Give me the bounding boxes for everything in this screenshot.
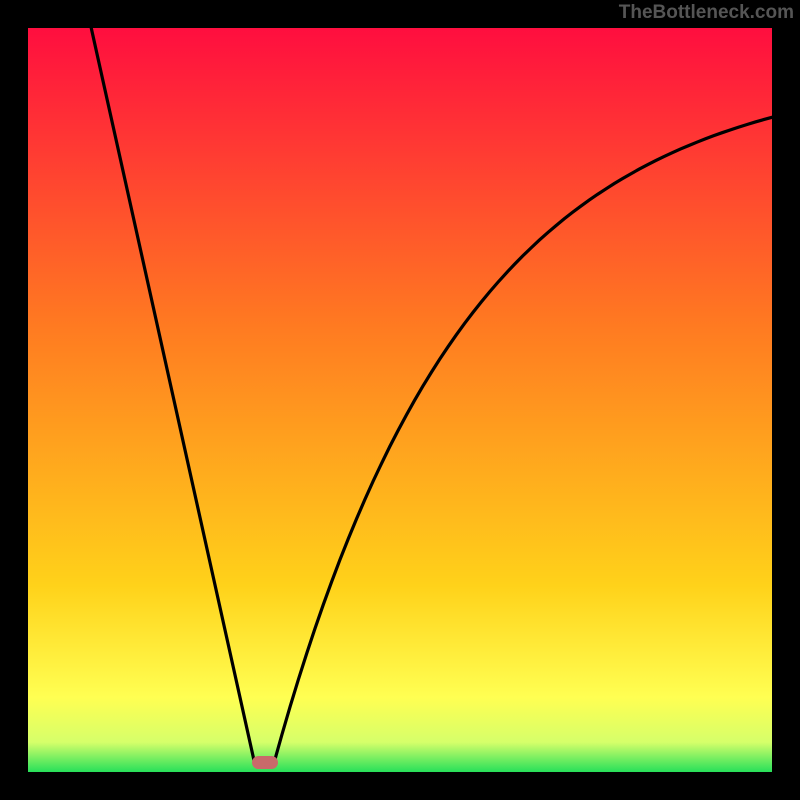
minimum-marker	[252, 756, 278, 769]
plot-area	[28, 28, 772, 772]
curve-layer	[28, 28, 772, 772]
bottleneck-curve	[91, 28, 772, 765]
chart-container: TheBottleneck.com	[0, 0, 800, 800]
attribution-text: TheBottleneck.com	[619, 2, 794, 24]
